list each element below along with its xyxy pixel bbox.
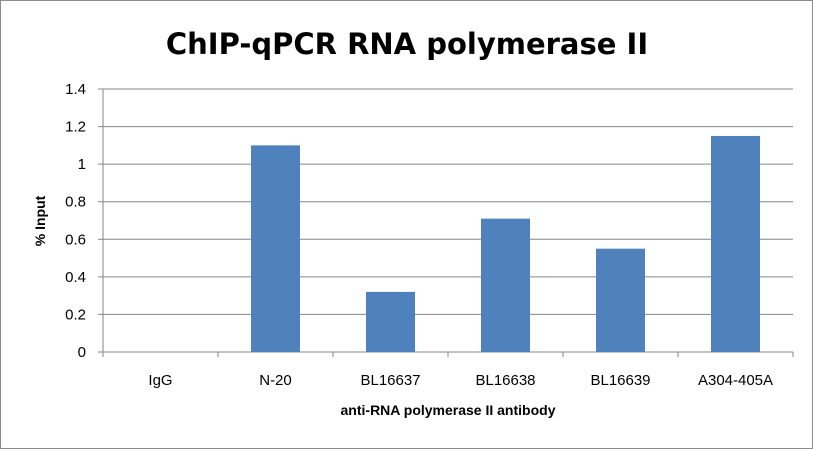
y-tick-label: 0 (78, 344, 86, 361)
x-tick-label: BL16639 (590, 372, 650, 389)
chart-title: ChIP-qPCR RNA polymerase II (166, 27, 648, 61)
y-axis-label: % Input (32, 195, 48, 246)
y-tick-label: 0.4 (65, 269, 86, 286)
bar-bl16637 (366, 291, 415, 352)
x-tick-label: N-20 (259, 372, 292, 389)
x-tick-label: BL16637 (360, 372, 420, 389)
y-tick-label: 0.6 (65, 231, 86, 248)
x-tick-label: BL16638 (475, 372, 535, 389)
bar-bl16639 (596, 248, 645, 352)
x-axis-label: anti-RNA polymerase II antibody (341, 402, 556, 418)
bar-a304-405a (711, 135, 760, 352)
x-tick-label: IgG (148, 372, 172, 389)
y-tick-label: 1.2 (65, 119, 86, 136)
x-tick-label: A304-405A (698, 372, 773, 389)
y-tick-label: 0.2 (65, 306, 86, 323)
bar-n-20 (251, 145, 300, 352)
y-tick-label: 0.8 (65, 194, 86, 211)
bar-bl16638 (481, 218, 530, 352)
y-tick-label: 1 (78, 156, 86, 173)
y-tick-label: 1.4 (65, 81, 86, 98)
